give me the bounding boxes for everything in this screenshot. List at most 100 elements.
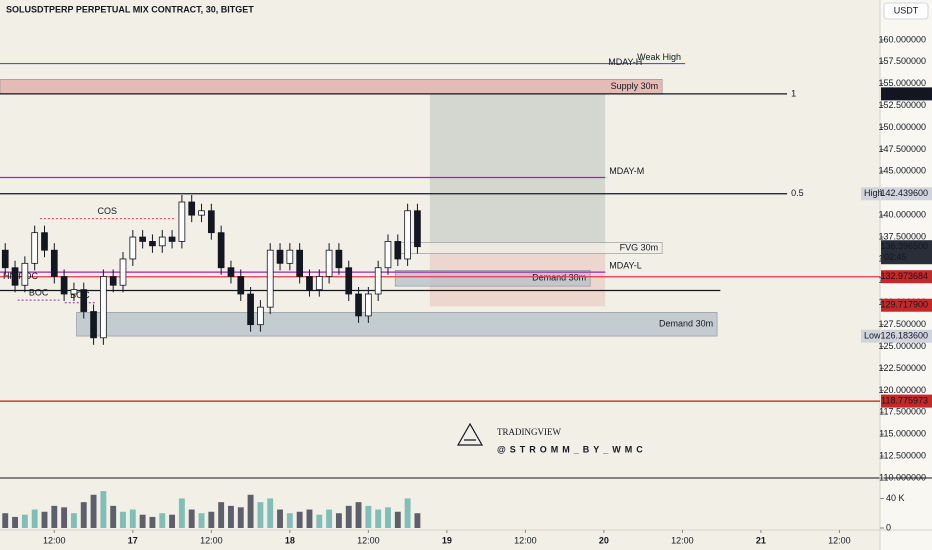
candle-body <box>355 293 362 317</box>
volume-bar <box>335 513 342 528</box>
volume-bar <box>129 509 136 528</box>
candle-body <box>365 293 372 317</box>
candle-body <box>394 241 402 260</box>
volume-bar <box>51 505 58 528</box>
candle-body <box>31 232 39 264</box>
y-tick-label: 157.500000 <box>878 56 926 66</box>
candle-body <box>207 210 215 234</box>
candle-body <box>100 276 107 339</box>
x-tick-label: 21 <box>756 535 766 545</box>
volume-bar <box>149 516 156 528</box>
volume-bar <box>159 513 166 528</box>
zone-label: Supply 30m <box>611 81 659 91</box>
x-tick-label: 12:00 <box>828 535 851 545</box>
zone <box>429 93 606 247</box>
volume-bar <box>326 509 333 528</box>
price-label-box <box>881 187 932 201</box>
price-label: 129.717900 <box>880 300 928 310</box>
volume-bar <box>100 491 107 528</box>
zone-label: Demand 30m <box>532 273 586 283</box>
volume-bar <box>237 507 244 528</box>
volume-bar <box>394 511 401 528</box>
candle-body <box>1 249 9 269</box>
price-note-box <box>861 187 880 201</box>
level-label: HN POC <box>3 271 39 281</box>
candle-body <box>168 236 176 242</box>
candle-body <box>276 249 284 264</box>
y-tick-label: 145.000000 <box>878 166 926 176</box>
x-tick-label: 17 <box>128 535 138 545</box>
price-label: 118.775973 <box>881 395 928 405</box>
x-tick-label: 18 <box>285 535 295 545</box>
candle-body <box>129 236 137 260</box>
y-tick-label: 110.000000 <box>879 472 926 482</box>
y-tick-label: 117.500000 <box>879 407 926 417</box>
volume-bar <box>247 494 254 528</box>
candle-body <box>315 276 323 291</box>
x-tick-label: 20 <box>599 535 609 545</box>
y-tick-label: 160.000000 <box>878 34 926 44</box>
level-label: 1 <box>791 88 796 98</box>
volume-bar <box>277 509 283 528</box>
volume-bar <box>198 513 205 528</box>
price-label-note: 02:45 <box>884 252 907 262</box>
y-tick-label: 125.000000 <box>878 341 926 351</box>
level-label: MDAY-H <box>608 57 642 67</box>
volume-bar <box>267 498 274 528</box>
x-tick-label: 12:00 <box>671 535 694 545</box>
candle-body <box>325 249 333 277</box>
volume-tick-label: 40 K <box>886 493 905 503</box>
volume-bar <box>306 509 313 528</box>
volume-bar <box>257 502 264 528</box>
candle-body <box>41 232 48 251</box>
level-label: BOC <box>70 290 90 300</box>
volume-bar <box>188 509 195 528</box>
candle-body <box>60 276 68 295</box>
candle-body <box>266 249 274 308</box>
price-label-box <box>881 270 932 284</box>
y-tick-label: 112.500000 <box>879 450 926 460</box>
y-tick-label: 155.000000 <box>878 78 926 88</box>
price-note-box <box>861 329 880 343</box>
volume-bar <box>178 498 185 528</box>
volume-bar <box>70 513 77 528</box>
y-tick-label: 150.000000 <box>878 122 926 132</box>
price-label-box <box>881 298 932 312</box>
volume-bar <box>90 494 97 528</box>
volume-bar <box>414 513 421 528</box>
candle-body <box>374 267 382 295</box>
x-tick-label: 19 <box>442 535 452 545</box>
y-tick-label: 140.000000 <box>878 210 926 220</box>
volume-bar <box>41 511 48 528</box>
candle-body <box>50 249 58 277</box>
volume-bar <box>120 511 126 528</box>
y-tick-label: 137.500000 <box>878 231 926 241</box>
zone <box>76 312 718 337</box>
watermark-logo <box>456 422 484 446</box>
level-label: BOC <box>29 288 49 298</box>
volume-bar <box>21 514 28 528</box>
level-label: MDAY-M <box>609 166 644 176</box>
candle-body <box>80 289 88 312</box>
candle-body <box>119 258 127 286</box>
y-tick-label: 115.000000 <box>879 429 926 439</box>
candle-body <box>149 241 156 247</box>
candle-body <box>188 201 196 216</box>
currency-label: USDT <box>894 5 919 15</box>
price-label-box <box>881 240 932 265</box>
candle-body <box>404 210 411 260</box>
candle-body <box>306 276 313 291</box>
price-label: 142.439600 <box>880 188 928 198</box>
candle-body <box>227 267 235 277</box>
zone <box>394 270 591 287</box>
candle-body <box>21 262 29 286</box>
volume-bar <box>345 505 352 528</box>
zone <box>0 79 663 95</box>
level-label: Weak High <box>637 52 681 62</box>
volume-bar <box>355 502 362 528</box>
volume-bar <box>80 502 87 528</box>
candle-body <box>286 249 294 264</box>
candle-body <box>414 210 421 248</box>
y-tick-label: 147.500000 <box>878 144 926 154</box>
